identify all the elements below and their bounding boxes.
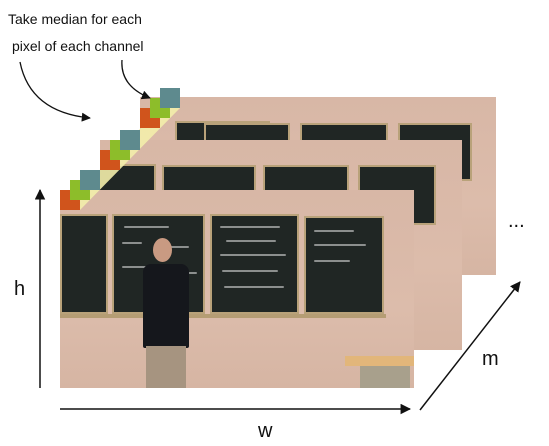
blue-channel-square: [120, 130, 140, 150]
curved-arrow-1: [19, 61, 91, 122]
curved-arrow-2: [121, 59, 151, 100]
desk: [345, 356, 414, 366]
lecturer-body: [143, 264, 189, 348]
depth-axis-arrow: [419, 281, 521, 411]
ellipsis-label: ...: [508, 210, 525, 232]
depth-label: m: [482, 348, 499, 370]
chalkboard-3: [210, 214, 299, 314]
chalkboard-1: [60, 214, 108, 314]
lecturer-head: [153, 238, 172, 262]
caption-line-2: pixel of each channel: [12, 38, 144, 54]
height-label: h: [14, 278, 26, 300]
width-label: w: [258, 420, 273, 442]
chalkboard-4: [304, 216, 384, 314]
video-frame-1: [60, 190, 414, 388]
blue-channel-square: [80, 170, 100, 190]
blue-channel-square: [160, 88, 180, 108]
caption-line-1: Take median for each: [8, 11, 142, 27]
pixel-channel-stack: [60, 88, 180, 210]
lecturer-legs: [146, 346, 186, 388]
